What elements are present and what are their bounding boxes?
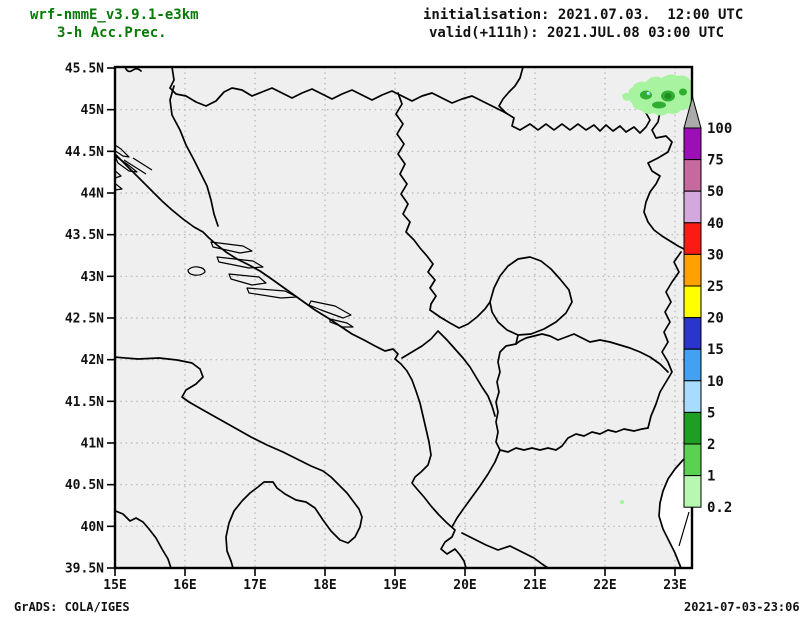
dalmatian-islands [187, 241, 354, 328]
init-label: initialisation: 2021.07.03. 12:00 UTC [423, 7, 744, 23]
lat-tick-label: 41.5N [65, 395, 104, 410]
precip-lobe [622, 92, 632, 101]
precip-core-dark [664, 93, 672, 99]
colorbar-tick-label: 5 [707, 405, 715, 421]
model-title: wrf-nmmE_v3.9.1-e3km [30, 7, 199, 23]
axis-labels: 45.5N 45N 44.5N 44N 43.5N 43N 42.5N 42N 41.5N 41N… [65, 62, 687, 594]
colorbar-segment [683, 475, 702, 508]
product-title: 3-h Acc.Prec. [57, 25, 167, 41]
precip-white-pixel [647, 92, 649, 94]
colorbar-segment [683, 159, 702, 192]
colorbar-segment [683, 253, 702, 287]
lon-tick-label: 20E [453, 578, 476, 593]
lon-tick-label: 15E [103, 578, 126, 593]
lat-tick-label: 42.5N [65, 312, 104, 327]
italy-coastline [115, 356, 363, 568]
colorbar-segment [683, 443, 702, 477]
lat-tick-label: 42N [81, 353, 105, 368]
lat-tick-label: 43.5N [65, 228, 104, 243]
lat-tick-label: 44.5N [65, 145, 104, 160]
creation-timestamp: 2021-07-03-23:06 [684, 600, 800, 614]
precip-light-green-area [628, 74, 692, 116]
sava-border [124, 67, 507, 114]
lat-tick-label: 40N [81, 520, 105, 535]
lat-tick-label: 45.5N [65, 62, 104, 77]
precip-core [652, 101, 666, 109]
una-border [169, 85, 219, 227]
colorbar-tick-label: 40 [707, 216, 724, 232]
lon-tick-label: 22E [593, 578, 616, 593]
colorbar-tick-label: 50 [707, 184, 724, 200]
lat-tick-label: 44N [81, 187, 105, 202]
lat-tick-label: 43N [81, 270, 105, 285]
lat-tick-label: 45N [81, 103, 105, 118]
colorbar-segment [683, 222, 702, 255]
danube-border [498, 67, 692, 253]
colorbar-tick-label: 25 [707, 279, 724, 295]
colorbar: 100 75 50 40 30 25 20 15 10 5 2 1 0.2 [683, 95, 732, 516]
colorbar-tick-label: 20 [707, 311, 724, 327]
gridlines [115, 67, 692, 568]
domain-edge-sliver [678, 511, 690, 547]
colorbar-segment [683, 380, 702, 413]
precip-isolated-dot [619, 499, 625, 505]
kosovo-border [489, 256, 573, 345]
precip-core [679, 88, 687, 96]
macedonia-border [495, 333, 669, 453]
colorbar-tick-label: 75 [707, 153, 724, 169]
colorbar-segment [683, 411, 702, 445]
colorbar-segment [683, 127, 702, 161]
montenegro-border [401, 301, 496, 417]
lat-tick-label: 41N [81, 437, 105, 452]
east-border [647, 251, 682, 429]
lon-tick-label: 23E [663, 578, 686, 593]
colorbar-tick-label: 10 [707, 374, 724, 390]
lon-tick-label: 21E [523, 578, 546, 593]
colorbar-tick-label: 15 [707, 342, 724, 358]
kvarner-islands [115, 144, 153, 191]
colorbar-tick-label: 100 [707, 121, 732, 137]
lon-tick-label: 16E [173, 578, 196, 593]
drina-border [395, 92, 437, 311]
axis-ticks [107, 67, 676, 576]
lat-tick-label: 39.5N [65, 562, 104, 577]
colorbar-segment [683, 348, 702, 382]
lat-tick-label: 40.5N [65, 478, 104, 493]
adriatic-coastline [115, 152, 467, 568]
lon-tick-label: 18E [313, 578, 336, 593]
greece-border [451, 449, 549, 568]
lon-tick-label: 17E [243, 578, 266, 593]
colorbar-segment [683, 190, 702, 224]
grads-credit: GrADS: COLA/IGES [14, 600, 130, 614]
greek-coastline [658, 451, 692, 568]
colorbar-tick-label: 2 [707, 437, 715, 453]
colorbar-segment [683, 285, 702, 319]
colorbar-tick-label: 0.2 [707, 500, 732, 516]
precipitation-blob [619, 74, 692, 505]
colorbar-tick-label: 30 [707, 247, 724, 263]
precip-core [640, 90, 652, 100]
colorbar-tick-label: 1 [707, 469, 715, 485]
colorbar-segment [683, 317, 702, 350]
lon-tick-label: 19E [383, 578, 406, 593]
valid-label: valid(+111h): 2021.JUL.08 03:00 UTC [429, 25, 725, 41]
